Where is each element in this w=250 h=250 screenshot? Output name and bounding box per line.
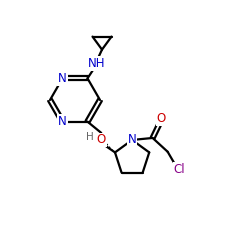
Text: N: N [128,134,136,146]
Text: N: N [58,115,67,128]
Text: NH: NH [88,57,106,70]
Text: O: O [157,112,166,125]
Text: N: N [58,72,67,85]
Text: Cl: Cl [174,163,185,176]
Text: H: H [86,132,94,142]
Text: O: O [96,134,106,146]
